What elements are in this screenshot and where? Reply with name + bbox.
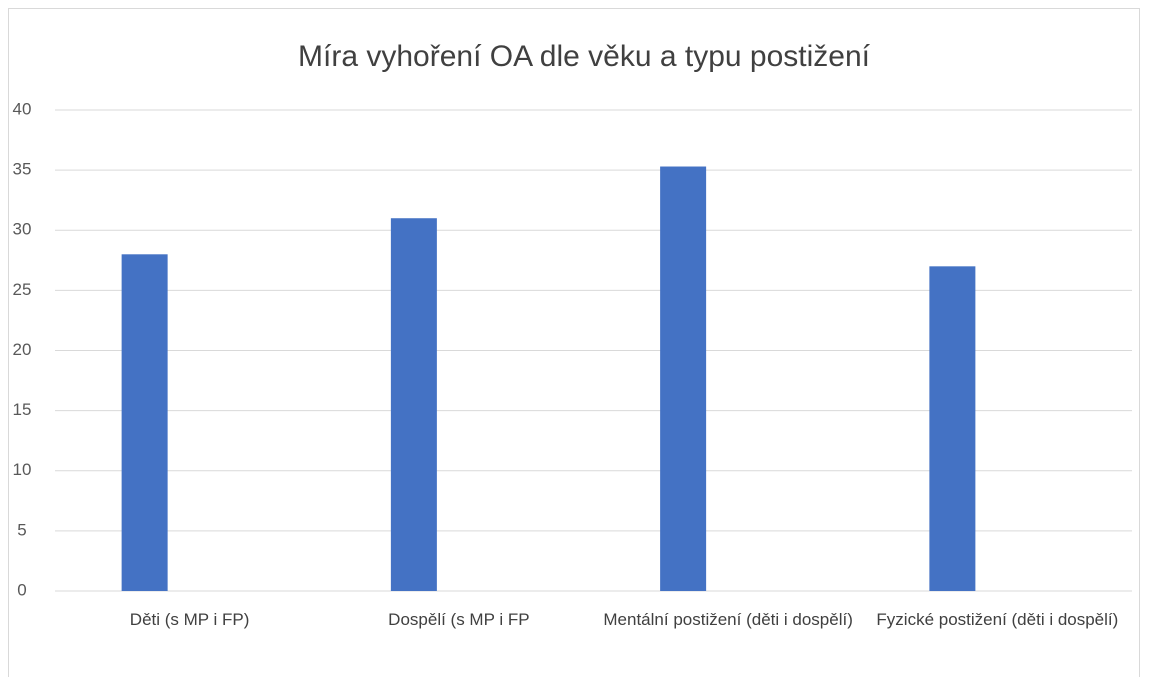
y-tick-label: 40 <box>13 99 32 118</box>
y-tick-label: 20 <box>13 340 32 359</box>
bar <box>660 166 707 591</box>
x-tick-label: Fyzické postižení (děti i dospělí) <box>876 610 1119 629</box>
y-tick-label: 5 <box>17 520 26 539</box>
y-tick-label: 35 <box>13 160 32 179</box>
y-tick-label: 15 <box>13 400 32 419</box>
y-tick-label: 10 <box>13 460 32 479</box>
x-tick-label: Dospělí (s MP i FP <box>388 610 530 629</box>
y-tick-label: 25 <box>13 280 32 299</box>
bar <box>929 266 976 591</box>
x-tick-label: Děti (s MP i FP) <box>129 610 250 629</box>
y-tick-label: 30 <box>13 220 32 239</box>
chart-title: Míra vyhoření OA dle věku a typu postiže… <box>298 40 871 73</box>
x-tick-label: Mentální postižení (děti i dospělí) <box>603 610 853 629</box>
y-tick-label: 0 <box>17 580 26 599</box>
bar <box>390 218 437 591</box>
bar <box>121 254 168 592</box>
